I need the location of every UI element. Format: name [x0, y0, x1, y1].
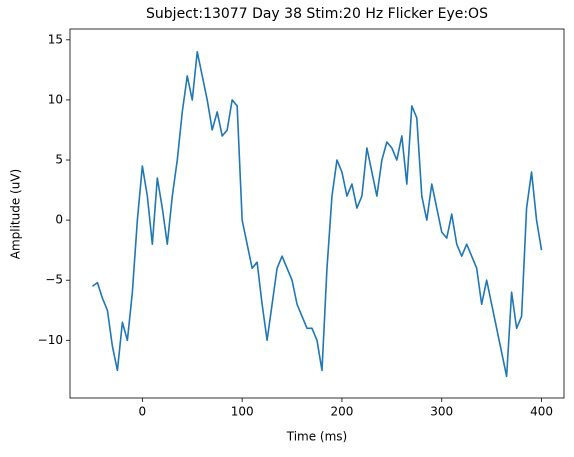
x-tick-label: 200: [330, 405, 353, 419]
x-axis-label: Time (ms): [286, 430, 348, 444]
chart-title: Subject:13077 Day 38 Stim:20 Hz Flicker …: [146, 6, 488, 22]
x-tick-label: 0: [139, 405, 147, 419]
y-tick-label: 10: [48, 92, 63, 106]
y-tick-label: 0: [55, 213, 63, 227]
x-tick-label: 300: [430, 405, 453, 419]
y-axis-label: Amplitude (uV): [9, 169, 23, 260]
x-tick-label: 400: [530, 405, 553, 419]
y-tick-label: 5: [55, 153, 63, 167]
x-tick-label: 100: [231, 405, 254, 419]
y-tick-label: 15: [48, 32, 63, 46]
data-line: [91, 51, 543, 378]
plot-frame: [69, 28, 565, 399]
y-tick-label: −5: [45, 273, 63, 287]
y-tick-label: −10: [38, 333, 63, 347]
